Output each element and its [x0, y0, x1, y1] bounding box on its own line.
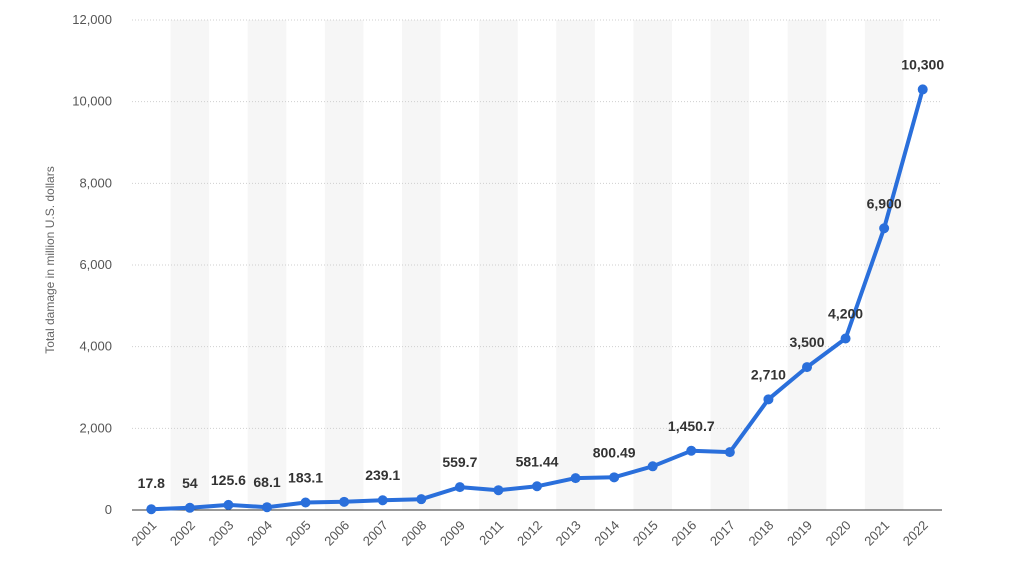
column-band-2013	[556, 20, 595, 510]
data-point-2015	[647, 461, 658, 472]
column-band-2008	[402, 20, 441, 510]
x-tick-label: 2008	[398, 518, 429, 549]
data-point-2001	[146, 504, 157, 515]
data-label-2012: 581.44	[516, 453, 559, 469]
data-labels: 17.8 54 125.6 68.1 183.1 239.1 559.7 581.44 800.…	[138, 56, 945, 491]
data-label-2009: 559.7	[442, 454, 477, 470]
data-point-2007	[377, 495, 388, 506]
data-label-2016: 1,450.7	[668, 418, 715, 434]
data-point-2016	[686, 445, 697, 456]
data-point-2011	[493, 485, 504, 496]
data-point-2012	[532, 481, 542, 492]
y-tick-label: 12,000	[72, 12, 112, 27]
x-tick-label: 2017	[707, 518, 738, 549]
data-point-2004	[262, 502, 272, 513]
y-axis-label: Total damage in million U.S. dollars	[43, 166, 57, 353]
y-tick-label: 0	[105, 502, 112, 517]
x-tick-label: 2013	[553, 518, 584, 549]
data-point-2017	[724, 447, 735, 458]
x-tick-label: 2007	[360, 518, 391, 549]
data-point-2019	[802, 362, 812, 373]
data-point-2014	[609, 472, 620, 483]
data-label-2018: 2,710	[751, 366, 786, 382]
x-tick-label: 2020	[823, 518, 854, 549]
x-tick-label: 2019	[784, 518, 815, 549]
data-label-2014: 800.49	[593, 444, 636, 460]
data-label-2004: 68.1	[253, 474, 280, 490]
data-label-2001: 17.8	[138, 475, 165, 491]
y-tick-label: 10,000	[72, 94, 112, 109]
data-point-2002	[184, 502, 195, 513]
data-point-2009	[454, 482, 465, 493]
x-tick-label: 2012	[514, 518, 545, 549]
y-tick-label: 8,000	[79, 175, 112, 190]
x-tick-label: 2018	[745, 518, 776, 549]
data-label-2019: 3,500	[789, 334, 824, 350]
data-label-2005: 183.1	[288, 470, 323, 486]
x-tick-label: 2003	[205, 518, 236, 549]
data-label-2022: 10,300	[901, 56, 944, 72]
x-tick-label: 2005	[283, 518, 314, 549]
data-point-2003	[223, 499, 234, 510]
x-tick-label: 2014	[591, 518, 622, 549]
y-axis-tick-labels: 0 2,000 4,000 6,000 8,000 10,000 12,000	[72, 12, 112, 517]
x-tick-label: 2015	[630, 518, 661, 549]
y-tick-label: 6,000	[79, 257, 112, 272]
data-point-2005	[300, 497, 311, 508]
data-label-2003: 125.6	[211, 472, 246, 488]
y-tick-label: 4,000	[79, 339, 112, 354]
data-label-2020: 4,200	[828, 306, 863, 322]
x-tick-label: 2021	[861, 518, 892, 549]
x-tick-label: 2002	[167, 518, 198, 549]
data-point-2018	[763, 394, 774, 405]
data-label-2021: 6,900	[867, 195, 902, 211]
data-label-2007: 239.1	[365, 467, 400, 483]
data-label-2002: 54	[182, 475, 198, 491]
x-axis-tick-labels: 2001 2002 2003 2004 2005 2006 2007 2008 2009 2011…	[128, 518, 930, 549]
x-tick-label: 2022	[900, 518, 931, 549]
x-tick-label: 2001	[128, 518, 159, 549]
horizontal-gridlines	[132, 19, 942, 429]
data-point-2021	[879, 223, 890, 234]
x-tick-label: 2004	[244, 518, 275, 549]
x-tick-label: 2009	[437, 518, 468, 549]
data-point-2020	[840, 333, 851, 344]
data-point-2006	[339, 496, 350, 507]
data-points	[146, 84, 928, 515]
x-tick-label: 2016	[668, 518, 699, 549]
y-tick-label: 2,000	[79, 420, 112, 435]
x-tick-label: 2011	[476, 518, 506, 548]
data-point-2013	[570, 473, 581, 484]
data-point-2008	[416, 494, 427, 505]
x-tick-label: 2006	[321, 518, 352, 549]
data-point-2022	[917, 84, 928, 95]
